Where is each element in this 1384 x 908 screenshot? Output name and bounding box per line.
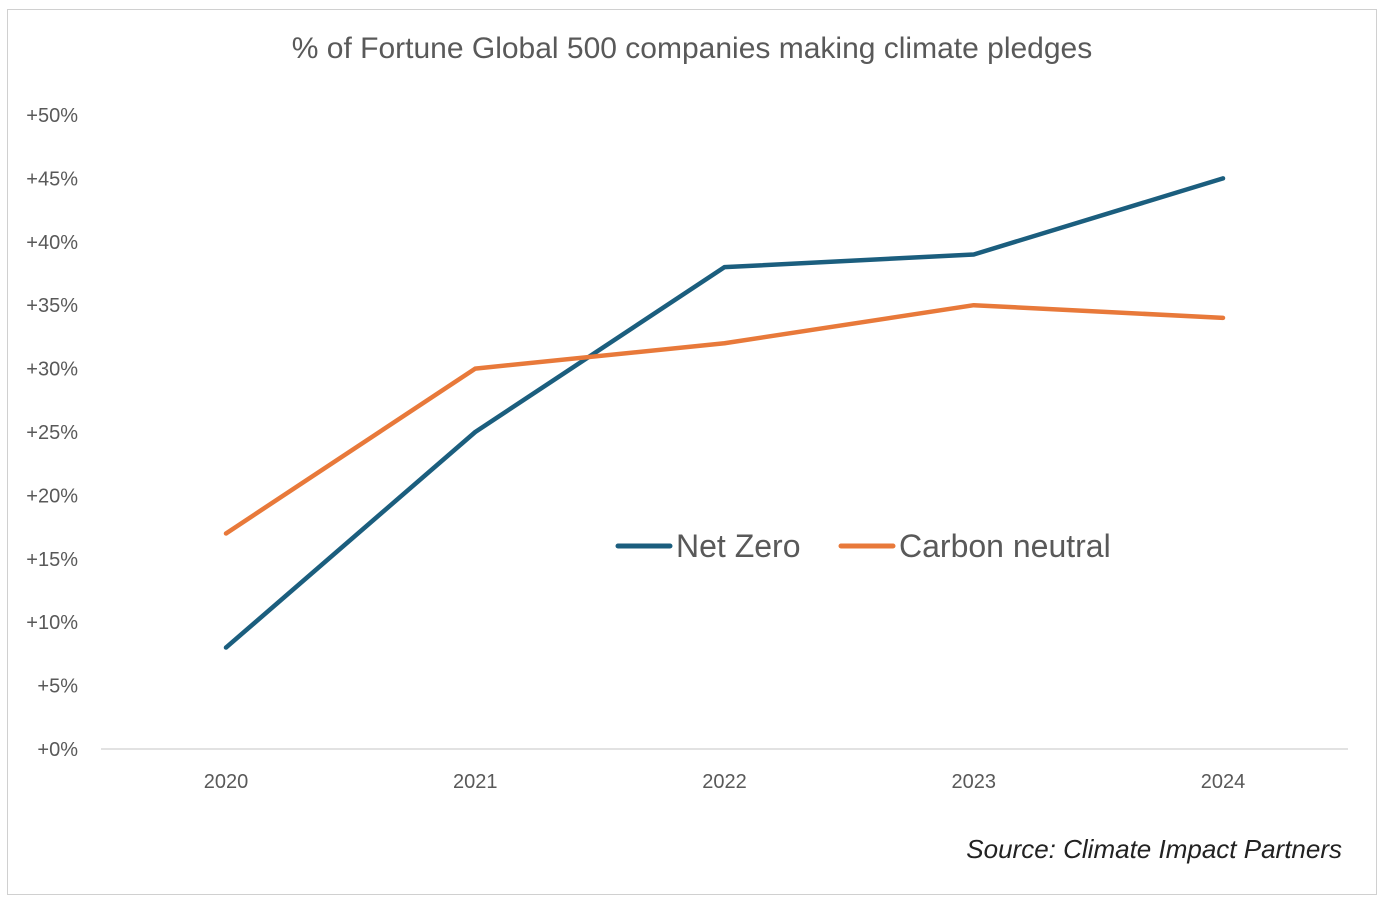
data-point: [1221, 176, 1225, 181]
data-point: [473, 430, 478, 434]
y-tick-label: +0%: [37, 739, 78, 761]
y-tick-label: +40%: [26, 232, 78, 254]
data-point: [224, 645, 228, 650]
x-tick-label: 2023: [952, 771, 997, 793]
y-tick-label: +35%: [26, 295, 78, 317]
x-tick-label: 2021: [453, 771, 498, 793]
data-point: [722, 265, 727, 270]
x-tick-label: 2020: [204, 771, 249, 793]
y-tick-label: +15%: [26, 549, 78, 571]
x-tick-label: 2022: [702, 771, 747, 793]
data-point: [1221, 315, 1225, 320]
legend-label: Net Zero: [676, 528, 800, 564]
y-tick-label: +25%: [26, 422, 78, 444]
y-tick-label: +5%: [37, 676, 78, 698]
legend-label: Carbon neutral: [899, 528, 1111, 564]
data-point: [473, 366, 478, 371]
y-tick-label: +45%: [26, 168, 78, 190]
series-line-net-zero: [223, 176, 1226, 650]
data-point: [224, 531, 228, 536]
chart-title: % of Fortune Global 500 companies making…: [291, 32, 1093, 65]
data-point: [971, 252, 976, 257]
source-note: Source: Climate Impact Partners: [966, 834, 1342, 864]
y-tick-label: +30%: [26, 359, 78, 381]
y-tick-label: +20%: [26, 485, 78, 507]
y-tick-label: +10%: [26, 612, 78, 634]
x-tick-label: 2024: [1201, 771, 1246, 793]
data-point: [971, 303, 976, 308]
series-line-carbon-neutral: [223, 302, 1226, 536]
y-tick-label: +50%: [26, 105, 78, 127]
data-point: [722, 341, 727, 346]
chart-frame: [7, 9, 1377, 895]
